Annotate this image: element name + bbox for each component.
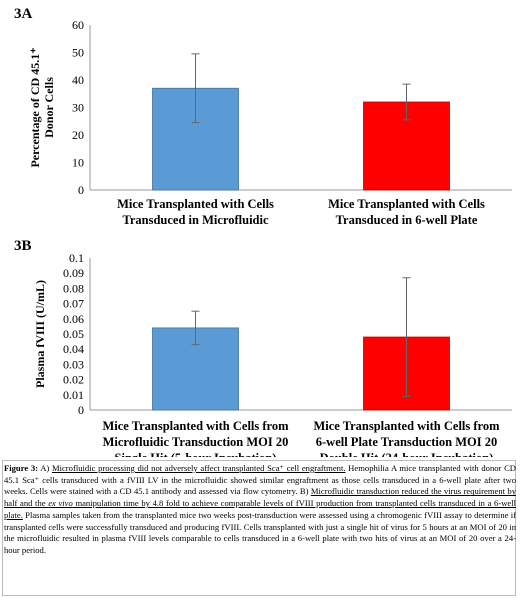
y-tick-label: 10	[72, 156, 84, 170]
category-label: Transduced in Microfluidic	[122, 213, 269, 225]
category-label: Single Hit (5-hour Incubation)	[115, 451, 277, 457]
y-tick-label: 0.06	[63, 312, 84, 326]
caption-a-marker: A)	[38, 463, 52, 473]
y-tick-label: 50	[72, 46, 84, 60]
y-tick-label: 0.09	[63, 266, 84, 280]
category-label: Mice Transplanted with Cells from	[313, 419, 500, 433]
caption-b-underlined-1: Microfluidic transduction reduced the vi…	[4, 486, 516, 509]
y-tick-label: 0.04	[63, 342, 84, 356]
category-label: Transduced in 6-well Plate	[336, 213, 478, 225]
category-label: 6-well Plate Transduction MOI 20	[316, 435, 497, 449]
y-tick-label: 60	[72, 18, 84, 32]
category-label: Mice Transplanted with Cells	[117, 197, 274, 211]
panel-label-3a: 3A	[14, 6, 33, 22]
caption-b-underlined-2: manipulation time by 4.8 fold to achieve…	[4, 498, 517, 520]
y-tick-label: 0	[78, 183, 84, 197]
caption-box	[2, 460, 516, 596]
y-axis-label: Percentage of CD 45.1⁺	[28, 47, 42, 167]
caption-a-underlined: Microfluidic processing did not adversel…	[51, 463, 346, 473]
y-tick-label: 0.03	[63, 357, 84, 371]
chart-3a: 0 10 20 30 40 50 60 Percentage of CD 45.1⁺ Donor…	[28, 18, 512, 225]
y-tick-label: 0.08	[63, 281, 84, 295]
y-tick-label: 20	[72, 128, 84, 142]
y-tick-label: 0.07	[63, 297, 84, 311]
category-label: Mice Transplanted with Cells from	[102, 419, 289, 433]
caption-b-ex-vivo: ex vivo	[48, 498, 73, 509]
y-axis-label: Donor Cells	[42, 77, 56, 138]
y-tick-label: 0.01	[63, 388, 84, 402]
y-tick-label: 0.05	[63, 327, 84, 341]
caption-fig-label: Figure 3:	[4, 463, 39, 473]
y-tick-label: 0.1	[69, 251, 84, 265]
panel-label-3b: 3B	[14, 238, 32, 254]
caption-b-text: Plasma samples taken from the transplant…	[4, 509, 516, 555]
category-label: Mice Transplanted with Cells	[328, 197, 485, 211]
y-tick-label: 30	[72, 101, 84, 115]
category-label: Double Hit (24-hour Incubation)	[320, 451, 494, 457]
y-tick-label: 40	[72, 73, 84, 87]
caption-a-text: Hemophilia A mice transplanted with dono…	[4, 463, 517, 497]
figure-caption: Figure 3: A) Microfluidic processing did…	[4, 463, 516, 557]
chart-3b: 00.010.02 0.030.040.050.060.07 0.080.090.1…	[33, 251, 512, 457]
y-axis-label: Plasma fVIII (U/mL)	[33, 280, 47, 388]
y-tick-label: 0.02	[63, 373, 84, 387]
category-label: Microfluidic Transduction MOI 20	[103, 435, 289, 449]
caption-b-marker: B)	[297, 486, 311, 497]
y-tick-label: 0	[78, 403, 84, 417]
